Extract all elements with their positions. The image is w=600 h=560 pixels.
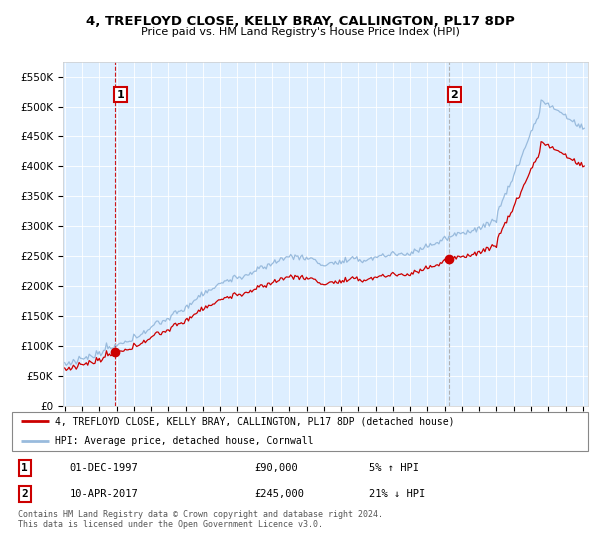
Text: 1: 1	[21, 463, 28, 473]
Text: HPI: Average price, detached house, Cornwall: HPI: Average price, detached house, Corn…	[55, 436, 314, 446]
Text: 01-DEC-1997: 01-DEC-1997	[70, 463, 139, 473]
Text: 4, TREFLOYD CLOSE, KELLY BRAY, CALLINGTON, PL17 8DP (detached house): 4, TREFLOYD CLOSE, KELLY BRAY, CALLINGTO…	[55, 417, 455, 426]
Text: 2: 2	[21, 489, 28, 499]
Text: 5% ↑ HPI: 5% ↑ HPI	[369, 463, 419, 473]
Text: Contains HM Land Registry data © Crown copyright and database right 2024.
This d: Contains HM Land Registry data © Crown c…	[18, 510, 383, 529]
Text: 2: 2	[450, 90, 458, 100]
Text: Price paid vs. HM Land Registry's House Price Index (HPI): Price paid vs. HM Land Registry's House …	[140, 27, 460, 37]
Text: 1: 1	[116, 90, 124, 100]
Text: 21% ↓ HPI: 21% ↓ HPI	[369, 489, 425, 499]
Text: £90,000: £90,000	[254, 463, 298, 473]
Text: 10-APR-2017: 10-APR-2017	[70, 489, 139, 499]
FancyBboxPatch shape	[12, 412, 588, 451]
Text: 4, TREFLOYD CLOSE, KELLY BRAY, CALLINGTON, PL17 8DP: 4, TREFLOYD CLOSE, KELLY BRAY, CALLINGTO…	[86, 15, 514, 28]
Text: £245,000: £245,000	[254, 489, 304, 499]
